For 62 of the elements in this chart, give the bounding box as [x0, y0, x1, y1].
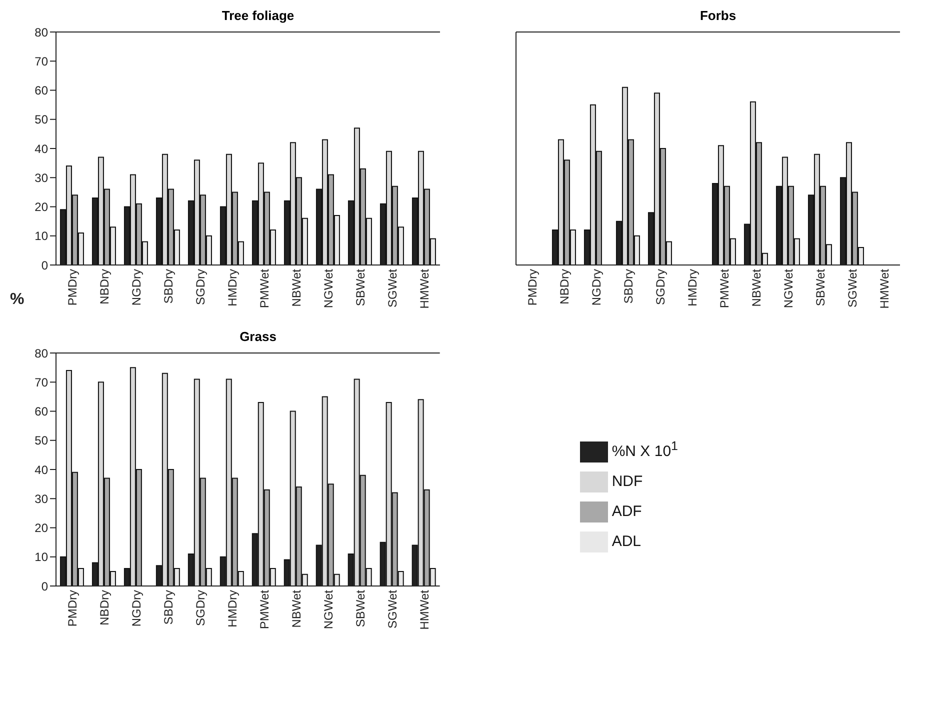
y-tick-label: 60	[34, 84, 48, 98]
x-tick-label: NGDry	[590, 269, 604, 306]
x-tick-label: SBWet	[354, 268, 368, 306]
y-tick-label: 0	[41, 579, 48, 594]
y-tick-label: 30	[34, 492, 48, 506]
y-tick-label: 50	[34, 434, 48, 448]
x-tick-label: SBDry	[162, 269, 176, 304]
x-tick-label: HMDry	[226, 269, 240, 306]
x-tick-label: SBWet	[814, 268, 828, 306]
y-tick-label: 0	[41, 258, 48, 272]
chart-title: Tree foliage	[220, 8, 296, 23]
chart-title: Grass	[238, 329, 278, 344]
y-tick-label: 10	[34, 229, 48, 244]
x-tick-label: SGDry	[193, 590, 208, 626]
chart-title: Forbs	[698, 8, 738, 23]
x-tick-label: NGWet	[322, 268, 336, 308]
y-tick-label: 70	[34, 375, 48, 390]
x-tick-label: NGDry	[129, 590, 144, 627]
x-tick-label: PMDry	[526, 269, 540, 306]
x-tick-label: HMWet	[878, 268, 892, 309]
x-tick-label: NGWet	[321, 589, 336, 630]
x-tick-label: PMWet	[257, 589, 272, 630]
x-tick-label: PMWet	[258, 268, 272, 308]
y-tick-label: 80	[34, 346, 48, 360]
y-tick-label: 70	[34, 54, 48, 68]
x-tick-label: HMDry	[225, 590, 240, 628]
legend-label: NDF	[612, 473, 643, 490]
x-tick-label: HMWet	[418, 268, 432, 309]
y-tick-label: 20	[34, 200, 48, 214]
x-tick-label: NBDry	[98, 590, 112, 626]
legend-label: ADF	[612, 503, 642, 520]
y-tick-label: 40	[34, 142, 48, 156]
x-tick-label: PMDry	[66, 590, 80, 627]
y-tick-label: 30	[34, 170, 48, 185]
x-tick-label: SGDry	[654, 269, 668, 305]
y-tick-label: 50	[34, 112, 48, 127]
x-tick-label: HMWet	[417, 589, 432, 630]
x-tick-label: SGWet	[846, 268, 860, 308]
x-tick-label: NBWet	[289, 589, 304, 628]
y-tick-label: 80	[34, 25, 48, 40]
y-tick-label: 40	[34, 462, 48, 477]
x-tick-label: NGWet	[782, 268, 796, 308]
x-tick-label: PMWet	[718, 268, 732, 308]
y-tick-label: 20	[34, 521, 48, 536]
legend-label: %N X 10$^{1}$	[612, 439, 678, 460]
y-tick-label: 60	[34, 404, 48, 419]
x-tick-label: NBDry	[558, 269, 572, 304]
x-tick-label: SBDry	[622, 269, 636, 304]
y-axis-title: %	[10, 291, 24, 308]
x-tick-label: NGDry	[130, 269, 144, 306]
x-tick-label: SGWet	[386, 268, 400, 308]
x-tick-label: PMDry	[66, 269, 80, 306]
x-tick-label: SGWet	[385, 589, 400, 628]
x-tick-label: NBDry	[98, 269, 112, 304]
x-tick-label: SGDry	[194, 269, 208, 305]
x-tick-label: SBDry	[161, 590, 176, 625]
x-tick-label: NBWet	[750, 268, 764, 307]
x-tick-label: SBWet	[353, 589, 368, 628]
y-tick-label: 10	[34, 550, 48, 564]
legend-label: ADL	[612, 533, 642, 550]
x-tick-label: HMDry	[686, 269, 700, 306]
x-tick-label: NBWet	[290, 268, 304, 307]
